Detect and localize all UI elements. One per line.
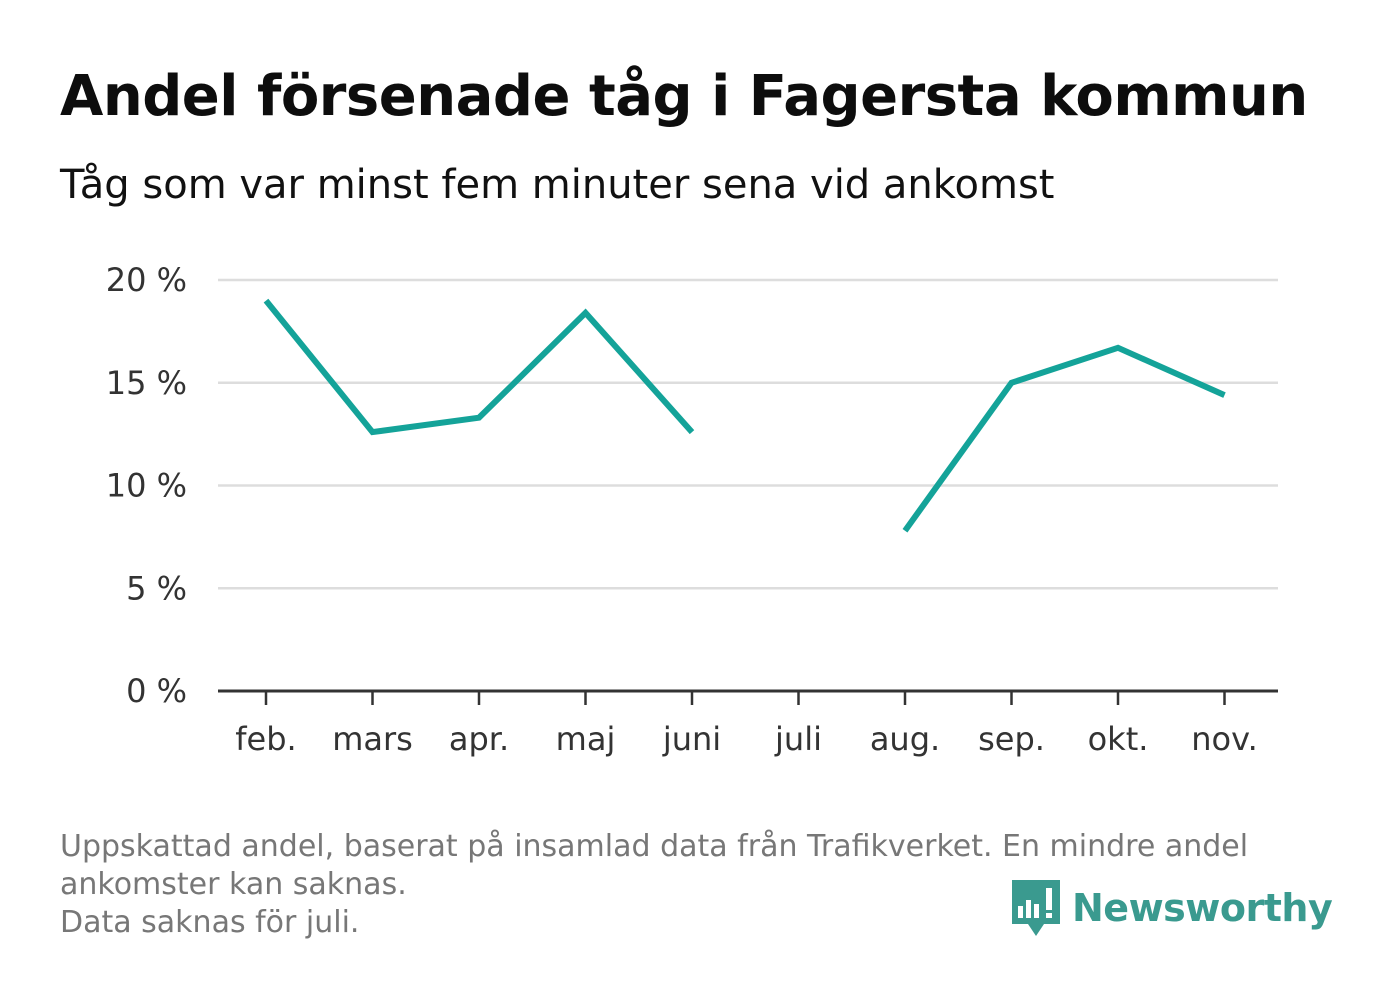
y-tick-label: 15 % bbox=[106, 364, 187, 402]
x-tick-label: maj bbox=[556, 720, 616, 758]
chart-title: Andel försenade tåg i Fagersta kommun bbox=[60, 64, 1308, 129]
newsworthy-logo: Newsworthy bbox=[1010, 878, 1333, 938]
logo-text: Newsworthy bbox=[1072, 886, 1333, 930]
newsworthy-logo-icon bbox=[1012, 880, 1060, 936]
x-tick-label: aug. bbox=[870, 720, 940, 758]
y-tick-label: 5 % bbox=[126, 569, 187, 607]
x-tick-label: juli bbox=[774, 720, 822, 758]
series-line bbox=[902, 344, 1226, 533]
y-tick-label: 0 % bbox=[126, 672, 187, 710]
x-tick-label: feb. bbox=[235, 720, 296, 758]
x-tick-label: nov. bbox=[1191, 720, 1257, 758]
line-chart: 0 % 5 % 10 % 15 % 20 % feb. mars apr. maj juni jul… bbox=[106, 261, 1278, 758]
y-tick-label: 10 % bbox=[106, 467, 187, 505]
x-tick-label: juni bbox=[662, 720, 721, 758]
x-tick-label: apr. bbox=[449, 720, 509, 758]
chart-subtitle: Tåg som var minst fem minuter sena vid a… bbox=[60, 162, 1055, 208]
footnote: Uppskattad andel, baserat på insamlad da… bbox=[60, 828, 1320, 942]
footnote-line-2: ankomster kan saknas. bbox=[60, 867, 407, 902]
x-tick-label: mars bbox=[332, 720, 413, 758]
series-line bbox=[263, 298, 695, 436]
footnote-line-1: Uppskattad andel, baserat på insamlad da… bbox=[60, 829, 1249, 864]
y-tick-label: 20 % bbox=[106, 261, 187, 299]
x-tick-label: sep. bbox=[978, 720, 1045, 758]
x-tick-label: okt. bbox=[1088, 720, 1149, 758]
footnote-line-3: Data saknas för juli. bbox=[60, 905, 360, 940]
